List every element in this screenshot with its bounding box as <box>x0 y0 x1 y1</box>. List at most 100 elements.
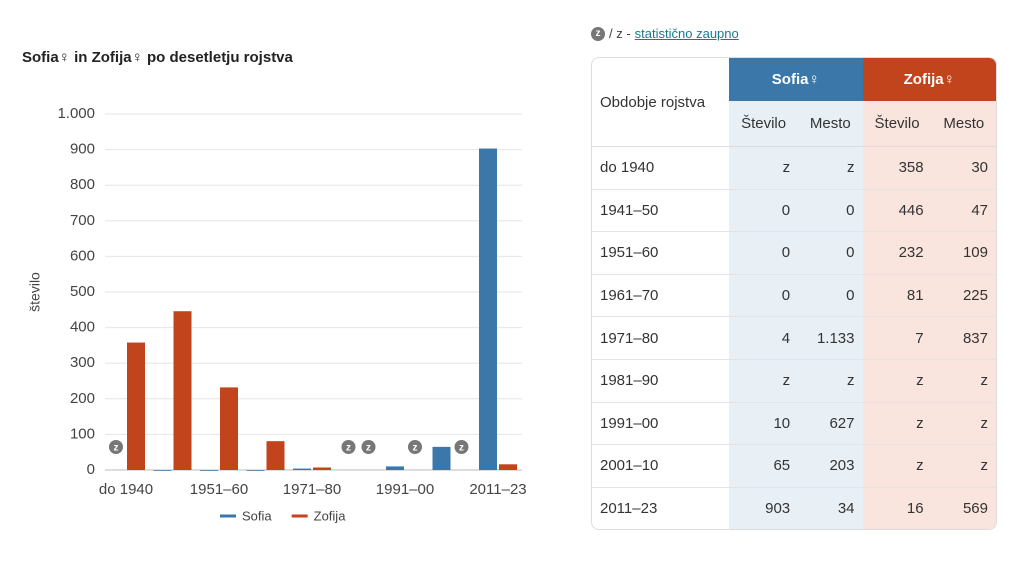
bar <box>293 468 311 470</box>
note-link[interactable]: statistično zaupno <box>634 26 739 41</box>
confidential-label: z <box>114 443 119 454</box>
table-row: 2001–10 65 203 z z <box>592 444 996 488</box>
bar <box>266 441 285 470</box>
cell: z <box>862 359 932 403</box>
bar <box>127 342 145 470</box>
bar <box>246 470 265 471</box>
table-row: 1971–80 4 1.133 7 837 <box>592 316 996 360</box>
cell: 0 <box>798 231 863 275</box>
confidential-marker <box>454 440 469 454</box>
bar <box>173 311 192 470</box>
cell: 16 <box>862 487 932 530</box>
cell: 10 <box>729 402 799 446</box>
cell: z <box>798 359 863 403</box>
confidential-icon: z <box>591 26 605 41</box>
group-header: Sofia♀ <box>729 58 863 101</box>
chart-title: Sofia♀ in Zofija♀ po desetletju rojstva <box>22 49 294 66</box>
row-label: 2001–10 <box>592 444 730 488</box>
y-tick-label: 400 <box>70 319 95 336</box>
y-tick-label: 200 <box>70 390 95 407</box>
cell: 0 <box>729 189 799 233</box>
cell: z <box>798 146 863 190</box>
y-tick-label: 0 <box>87 461 95 478</box>
cell: 446 <box>862 189 932 233</box>
table-row: 1941–50 0 0 446 47 <box>592 189 996 233</box>
cell: 30 <box>931 146 996 190</box>
legend-label: Zofija <box>314 508 347 523</box>
bar <box>313 467 331 470</box>
cell: 837 <box>931 316 996 360</box>
table-row: do 1940 z z 358 30 <box>592 146 996 190</box>
cell: 225 <box>931 274 996 318</box>
x-tick-label: 1951–60 <box>190 481 248 498</box>
subheader: Mesto <box>931 101 996 147</box>
y-tick-label: 800 <box>70 176 95 193</box>
confidential-marker <box>109 440 123 454</box>
cell: 34 <box>798 487 863 530</box>
subheader: Število <box>729 101 799 147</box>
x-tick-label: 1971–80 <box>283 481 341 498</box>
cell: 81 <box>862 274 932 318</box>
confidential-marker <box>341 440 356 454</box>
bar <box>386 466 404 470</box>
group-header: Zofija♀ <box>862 58 996 101</box>
cell: 0 <box>729 231 799 275</box>
subheader: Število <box>862 101 932 147</box>
row-label: 1951–60 <box>592 231 730 275</box>
legend-label: Sofia <box>242 508 272 523</box>
cell: z <box>931 444 996 488</box>
y-tick-label: 100 <box>70 425 95 442</box>
bar <box>220 387 238 470</box>
bar <box>479 148 497 471</box>
corner-header: Obdobje rojstva <box>592 58 730 147</box>
cell: 358 <box>862 146 932 190</box>
row-label: 1971–80 <box>592 316 730 360</box>
data-table: Obdobje rojstva Sofia♀ Zofija♀ Število Me… <box>592 58 996 530</box>
row-label: 1961–70 <box>592 274 730 318</box>
y-tick-label: 900 <box>70 141 95 158</box>
y-tick-label: 300 <box>70 354 95 371</box>
row-label: do 1940 <box>592 146 730 190</box>
confidential-label: z <box>459 443 464 454</box>
cell: 7 <box>862 316 932 360</box>
table-row: 1991–00 10 627 z z <box>592 402 996 446</box>
y-tick-label: 500 <box>70 283 95 300</box>
cell: 903 <box>729 487 799 530</box>
cell: z <box>931 359 996 403</box>
x-tick-label: 1991–00 <box>376 481 434 498</box>
cell: 0 <box>798 189 863 233</box>
cell: z <box>931 402 996 446</box>
legend-note: z / z - statistično zaupno <box>591 26 739 41</box>
cell: 0 <box>798 274 863 318</box>
y-tick-label: 600 <box>70 247 95 264</box>
x-tick-label: 2011–23 <box>469 481 526 498</box>
table-row: 1961–70 0 0 81 225 <box>592 274 996 318</box>
row-label: 1941–50 <box>592 189 730 233</box>
table-row: 2011–23 903 34 16 569 <box>592 487 996 530</box>
row-label: 2011–23 <box>600 500 658 518</box>
table-body: do 1940 z z 358 30 1941–50 0 0 446 47 1951–60 0 0 232… <box>592 146 996 530</box>
x-tick-label: do 1940 <box>99 481 153 498</box>
cell: 109 <box>931 231 996 275</box>
confidential-label: z <box>346 443 351 454</box>
note-text: / z - <box>609 26 631 41</box>
y-axis-label: število <box>27 272 43 312</box>
confidential-label: z <box>413 443 418 454</box>
table-row: 1951–60 0 0 232 109 <box>592 231 996 275</box>
subheader-row: Število Mesto Število Mesto <box>592 101 996 147</box>
cell: z <box>862 444 932 488</box>
cell: z <box>862 402 932 446</box>
table: Obdobje rojstva Sofia♀ Zofija♀ Število Me… <box>591 57 997 531</box>
bar <box>499 464 517 470</box>
cell: 47 <box>931 189 996 233</box>
confidential-marker <box>361 440 376 454</box>
y-tick-label: 700 <box>70 212 95 229</box>
cell: 232 <box>862 231 932 275</box>
cell: 627 <box>798 402 863 446</box>
row-label: 1981–90 <box>592 359 730 403</box>
bar <box>153 470 172 471</box>
cell: 203 <box>798 444 863 488</box>
bar <box>432 446 451 470</box>
cell: z <box>729 146 799 190</box>
bar <box>200 470 218 471</box>
